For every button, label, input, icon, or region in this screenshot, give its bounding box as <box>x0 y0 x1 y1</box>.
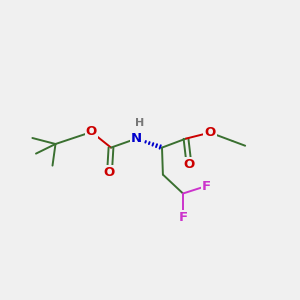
Text: N: N <box>131 132 142 145</box>
Text: O: O <box>183 158 195 171</box>
Text: F: F <box>202 179 211 193</box>
Text: O: O <box>204 126 216 139</box>
Text: H: H <box>135 118 144 128</box>
Text: F: F <box>178 211 188 224</box>
Text: O: O <box>86 125 97 139</box>
Text: O: O <box>104 166 115 179</box>
